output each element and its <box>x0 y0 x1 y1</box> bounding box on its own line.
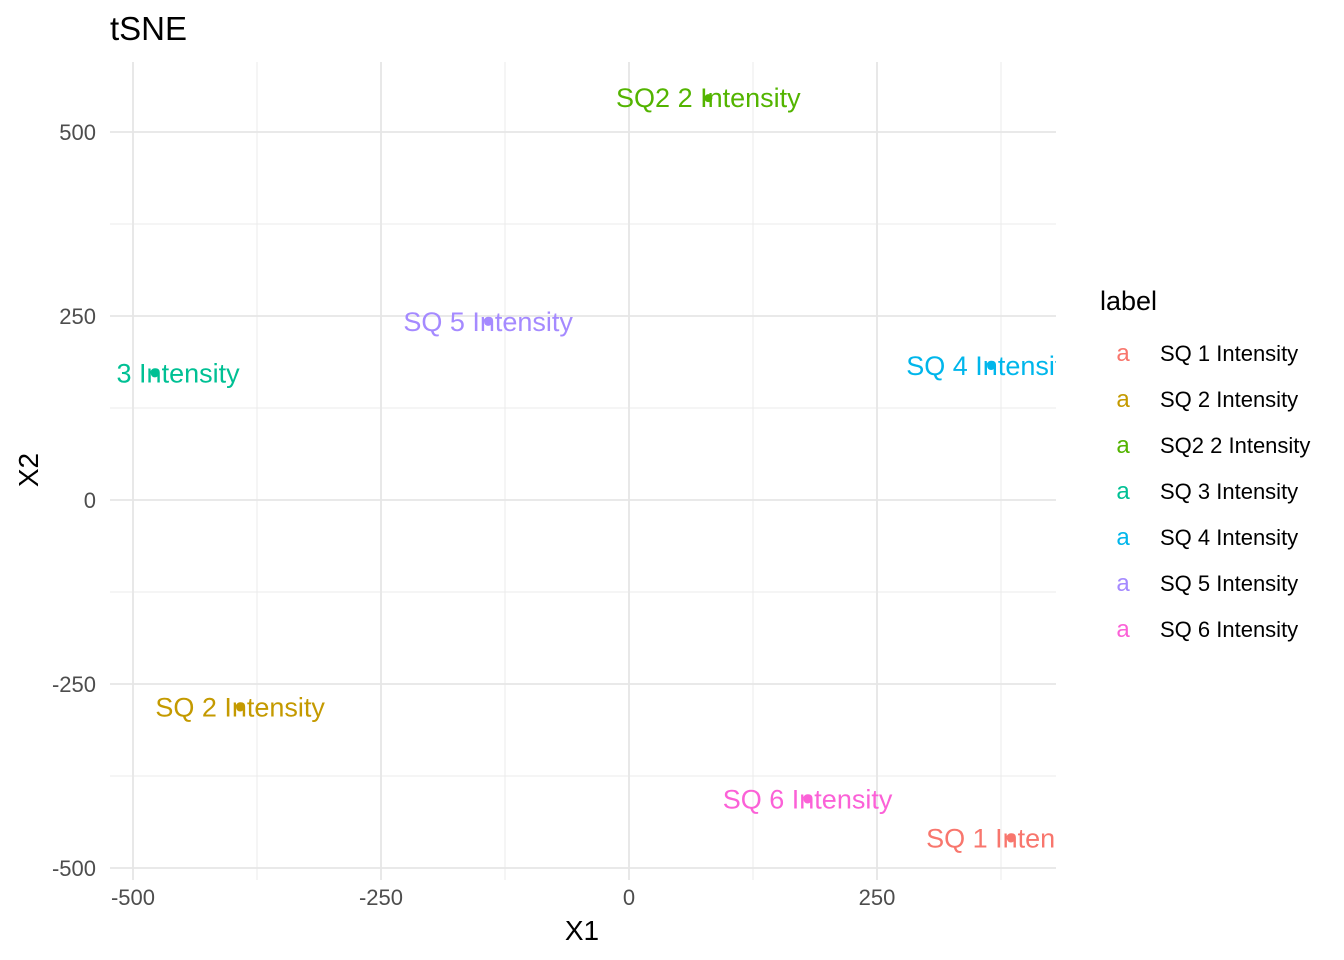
legend-item-label: SQ 2 Intensity <box>1160 387 1298 412</box>
legend-item-label: SQ 1 Intensity <box>1160 341 1298 366</box>
x-axis-ticks: -500 -250 0 250 <box>111 885 895 910</box>
legend-item-label: SQ 4 Intensity <box>1160 525 1298 550</box>
y-tick-label: -250 <box>52 672 96 697</box>
point-label: SQ 6 Intensity <box>723 785 893 815</box>
point-label: SQ2 2 Intensity <box>616 83 801 113</box>
legend-item-label: SQ 3 Intensity <box>1160 479 1298 504</box>
legend-key-glyph: a <box>1116 432 1130 459</box>
legend-key-glyph: a <box>1116 340 1130 367</box>
data-point <box>803 795 812 804</box>
minor-gridlines <box>110 62 1056 880</box>
legend-key-glyph: a <box>1116 386 1130 413</box>
legend-item-label: SQ 5 Intensity <box>1160 571 1298 596</box>
y-axis-ticks: -500 -250 0 250 500 <box>52 120 96 881</box>
data-point <box>987 362 996 371</box>
legend-key-glyph: a <box>1116 524 1130 551</box>
y-tick-label: 500 <box>59 120 96 145</box>
x-tick-label: -500 <box>111 885 155 910</box>
data-point <box>1006 834 1015 843</box>
x-tick-label: -250 <box>359 885 403 910</box>
data-point <box>484 317 493 326</box>
x-tick-label: 250 <box>859 885 896 910</box>
chart-title: tSNE <box>110 10 187 47</box>
legend-items: a SQ 1 Intensity a SQ 2 Intensity a SQ2 2 Int… <box>1116 340 1310 643</box>
y-axis-title: X2 <box>13 453 44 487</box>
y-tick-label: 0 <box>84 488 96 513</box>
data-point <box>236 703 245 712</box>
point-labels: SQ 1 Intensity SQ 2 Intensity SQ2 2 Intens… <box>70 83 1096 854</box>
legend-key-glyph: a <box>1116 570 1130 597</box>
legend-key-glyph: a <box>1116 616 1130 643</box>
point-label: SQ 2 Intensity <box>155 693 325 723</box>
x-tick-label: 0 <box>623 885 635 910</box>
x-axis-title: X1 <box>565 915 599 946</box>
data-points <box>150 94 1015 843</box>
major-gridlines <box>110 62 1056 880</box>
point-label: SQ 1 Intensity <box>926 824 1096 854</box>
data-point <box>704 94 713 103</box>
legend: label a SQ 1 Intensity a SQ 2 Intensity a SQ2… <box>1100 286 1310 643</box>
y-tick-label: -500 <box>52 856 96 881</box>
legend-item-label: SQ 6 Intensity <box>1160 617 1298 642</box>
point-label: SQ 4 Intensity <box>906 351 1076 381</box>
y-tick-label: 250 <box>59 304 96 329</box>
point-label: SQ 3 Intensity <box>70 358 240 388</box>
point-label: SQ 5 Intensity <box>403 307 573 337</box>
legend-item-label: SQ2 2 Intensity <box>1160 433 1310 458</box>
legend-title: label <box>1100 286 1157 316</box>
legend-key-glyph: a <box>1116 478 1130 505</box>
data-point <box>150 369 159 378</box>
